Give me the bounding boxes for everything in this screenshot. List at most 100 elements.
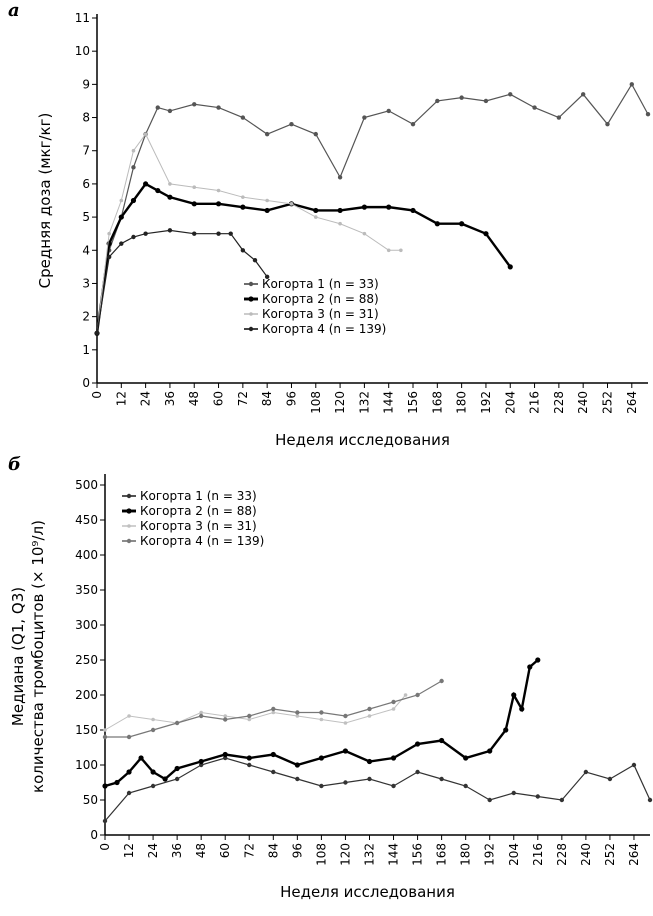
data-point [435,98,440,104]
data-point [313,215,318,219]
data-point [483,98,489,104]
data-point [343,780,348,785]
legend-marker [126,493,132,499]
data-point [247,713,252,719]
y-tick-label: 4 [82,243,90,257]
x-tick-label: 72 [242,843,256,858]
data-point [483,231,489,237]
x-tick-label: 120 [333,391,347,414]
legend-label: Когорта 4 (n = 139) [140,534,264,548]
x-tick-label: 132 [362,843,376,866]
data-point [386,204,392,210]
data-point [319,710,324,715]
x-tick-label: 204 [503,391,517,414]
data-point [126,769,132,775]
data-point [338,221,342,226]
x-tick-label: 24 [139,391,153,406]
legend-marker [126,538,132,544]
data-point [167,228,173,233]
data-point [343,713,348,719]
data-point [366,758,373,765]
data-point [151,717,155,722]
data-point [228,231,233,236]
y-tick-label: 350 [75,583,98,597]
data-point [198,758,204,765]
legend-label: Когорта 1 (n = 33) [262,277,379,291]
data-point [264,131,270,137]
data-point [367,776,372,782]
y-tick-label: 8 [82,111,90,125]
data-point [102,734,108,740]
data-point [271,710,276,715]
y-axis-title: Средняя доза (мкг/кг) [36,113,54,289]
y-tick-label: 3 [82,276,90,290]
data-point [390,755,397,761]
data-point [162,776,168,782]
x-tick-label: 240 [576,391,590,414]
x-tick-label: 96 [290,843,304,858]
data-point [391,699,396,705]
data-point [167,108,173,114]
data-point [216,231,221,236]
data-point [535,657,541,663]
data-point [583,769,589,775]
x-tick-label: 48 [194,843,208,858]
data-point [403,693,408,697]
data-point [607,776,613,782]
data-point [289,202,294,206]
data-point [459,95,464,100]
data-point [107,231,111,236]
x-tick-label: 84 [266,843,280,858]
data-point [337,175,343,180]
data-point [198,713,204,719]
data-point [94,331,100,336]
data-point [114,779,120,786]
data-point [130,197,137,204]
data-point [131,234,136,240]
data-point [222,751,228,758]
x-tick-label: 180 [455,391,469,414]
y-tick-label: 50 [83,793,98,807]
x-tick-label: 84 [260,391,274,406]
x-tick-label: 120 [338,843,352,866]
series-line [104,757,651,822]
data-point [629,82,634,87]
data-point [106,254,112,260]
data-point [487,797,492,803]
data-point [289,121,294,127]
legend-label: Когорта 3 (n = 31) [140,519,257,533]
data-point [252,258,258,263]
y-tick-label: 6 [82,177,90,191]
legend-marker [248,326,254,332]
data-point [559,797,565,803]
data-point [174,765,180,772]
data-point [556,115,562,120]
x-tick-label: 228 [552,391,566,414]
x-tick-label: 144 [387,843,401,866]
x-tick-label: 252 [600,391,614,414]
data-point [313,207,319,214]
data-point [240,204,246,210]
data-point [439,737,445,744]
data-point [391,707,396,711]
x-tick-label: 252 [603,843,617,866]
data-point [264,207,270,214]
data-point [192,231,197,236]
data-point [150,727,156,733]
data-point [313,131,318,137]
y-tick-label: 200 [75,688,98,702]
data-point [271,706,276,712]
data-point [487,748,493,754]
x-tick-label: 0 [98,843,112,851]
data-point [434,221,440,227]
data-point [271,769,276,775]
x-tick-label: 36 [170,843,184,858]
x-tick-label: 24 [146,843,160,858]
data-point [439,776,444,782]
data-point [174,720,180,726]
x-tick-label: 216 [531,843,545,866]
data-point [605,121,610,127]
data-point [295,710,300,715]
x-tick-label: 264 [627,843,641,866]
data-point [143,231,148,236]
